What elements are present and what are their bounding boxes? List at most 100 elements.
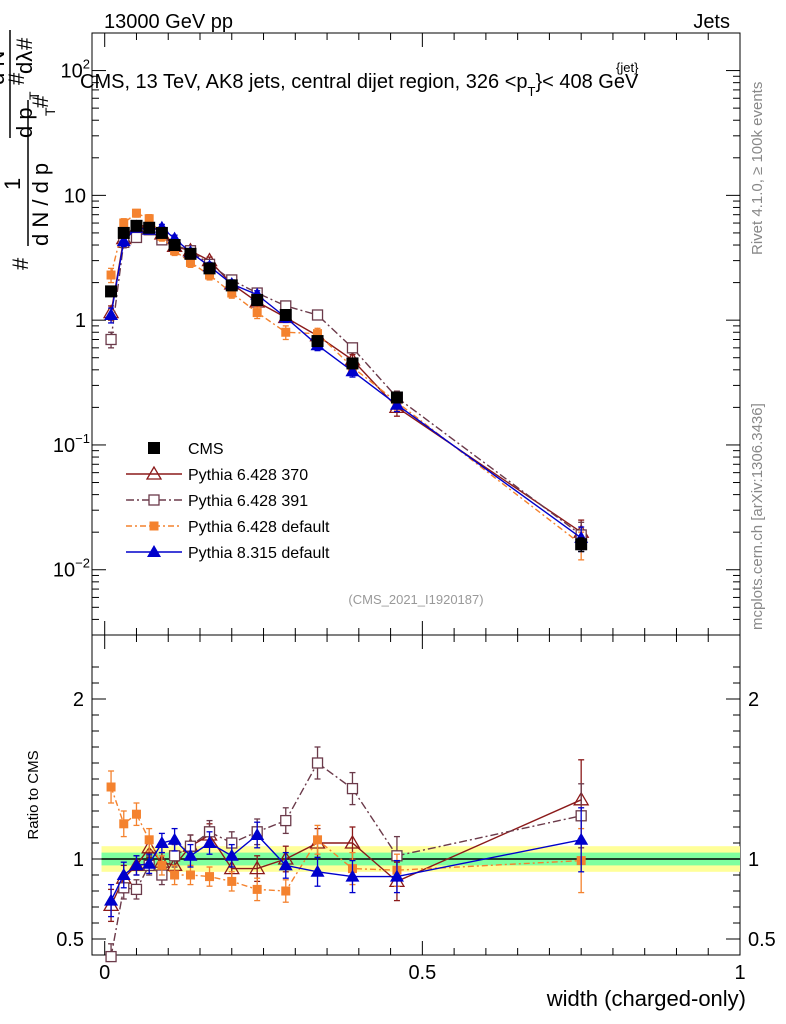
ylabel-den1-hash: #: [28, 95, 53, 108]
ratio-data-point: [157, 860, 167, 870]
main-data-point: [281, 327, 291, 337]
main-data-point: [203, 262, 216, 275]
header-left: 13000 GeV pp: [104, 11, 233, 33]
legend-marker: [148, 442, 160, 454]
main-ytick-label: 10−1: [53, 431, 90, 457]
ratio-data-point: [389, 869, 404, 882]
main-data-point: [251, 294, 264, 307]
main-series-line: [110, 227, 582, 539]
series-layer: [102, 208, 590, 963]
ratio-ytick-label-right: 0.5: [748, 929, 776, 951]
ylabel-den2-sub: T: [26, 91, 42, 100]
ratio-data-point: [249, 860, 266, 875]
main-ytick-label: 102: [61, 57, 90, 83]
main-data-point: [117, 226, 130, 239]
ratio-data-point: [224, 848, 239, 861]
ylabel-hash-left: #: [8, 257, 33, 270]
ratio-data-point: [280, 814, 292, 827]
main-data-point: [390, 391, 403, 404]
ylabel-den2: d p: [12, 107, 37, 138]
ratio-series-line: [110, 761, 582, 957]
mcplots-label: mcplots.cern.ch [arXiv:1306.3436]: [749, 403, 766, 630]
main-data-point: [155, 226, 168, 239]
ratio-data-point: [141, 839, 158, 854]
ylabel-den2-end: dλ: [12, 51, 37, 74]
legend-label: Pythia 6.428 default: [188, 519, 330, 536]
ratio-data-point: [105, 950, 117, 963]
legend-item-pythia-8-315-default: Pythia 8.315 default: [126, 545, 330, 562]
ratio-data-point: [168, 850, 181, 862]
main-data-point: [131, 208, 141, 218]
chart-title-sup: {jet}: [616, 60, 639, 75]
legend-marker: [145, 465, 163, 480]
main-data-point: [144, 214, 154, 224]
ratio-data-point: [119, 819, 129, 829]
ratio-data-point: [185, 870, 195, 880]
ratio-data-point: [345, 869, 360, 882]
ratio-data-point: [167, 832, 182, 845]
ratio-data-point: [131, 809, 141, 819]
ratio-ytick-label: 2: [73, 689, 84, 711]
ratio-ytick-label: 0.5: [56, 929, 84, 951]
chart-title-end: }< 408 GeV: [535, 71, 639, 93]
ratio-ylabel: Ratio to CMS: [25, 750, 42, 839]
ratio-xtick-label: 0: [99, 962, 110, 984]
main-ylabel: # 1 d N / d p T # # 2 d N d p T dλ #: [0, 30, 58, 270]
main-data-point: [168, 239, 181, 252]
main-data-point: [311, 335, 324, 348]
chart-title-sub: T: [528, 84, 536, 99]
rivet-label: Rivet 4.1.0, ≥ 100k events: [749, 82, 766, 255]
main-data-point: [313, 329, 323, 339]
main-data-point: [311, 309, 324, 321]
main-data-point: [106, 270, 116, 280]
ratio-series-pythia-6-428-default: [106, 770, 586, 903]
main-data-point: [185, 257, 195, 267]
ratio-data-point: [250, 828, 265, 840]
legend: CMS Pythia 6.428 370 Pythia 6.428 391 Pythi…: [126, 441, 330, 562]
main-series-pythia-6-428-370: [102, 215, 590, 549]
main-series-pythia-6-428-default: [106, 208, 586, 561]
ratio-xtick-label: 0.5: [408, 962, 436, 984]
ratio-data-point: [106, 782, 116, 792]
ratio-data-point: [142, 856, 157, 869]
ylabel-den1: d N / d p: [28, 163, 53, 246]
main-data-point: [346, 342, 359, 354]
ratio-data-point: [278, 858, 293, 871]
ratio-data-point: [252, 884, 262, 894]
ratio-ytick-label-right: 2: [748, 689, 759, 711]
ratio-data-point: [202, 836, 217, 848]
ratio-data-point: [183, 848, 198, 861]
ratio-frame: [91, 634, 741, 956]
main-data-point: [389, 397, 404, 410]
main-data-point: [143, 221, 156, 234]
legend-item-cms: CMS: [148, 441, 224, 458]
ratio-data-point: [281, 886, 291, 896]
chart-title: CMS, 13 TeV, AK8 jets, central dijet reg…: [80, 71, 639, 99]
ylabel-den1-sub: T: [42, 107, 58, 116]
ratio-ytick-label-right: 1: [748, 849, 759, 871]
ratio-data-point: [116, 868, 131, 880]
main-data-point: [575, 538, 588, 551]
legend-item-pythia-6-428-391: Pythia 6.428 391: [126, 493, 308, 510]
ratio-xtick-label: 1: [734, 962, 745, 984]
ratio-data-point: [313, 835, 323, 845]
main-data-point: [205, 270, 215, 280]
legend-label: Pythia 6.428 391: [188, 493, 308, 510]
ratio-data-point: [346, 782, 359, 795]
main-data-point: [105, 333, 117, 346]
main-series-line: [110, 212, 582, 545]
ratio-data-point: [311, 757, 324, 769]
ratio-data-point: [129, 858, 144, 871]
ratio-data-point: [170, 870, 180, 880]
main-series-cms: [105, 219, 588, 553]
ratio-data-point: [154, 836, 169, 848]
legend-label: Pythia 8.315 default: [188, 545, 330, 562]
main-data-point: [130, 219, 143, 232]
main-data-point: [105, 285, 118, 298]
ratio-data-point: [227, 876, 237, 886]
ratio-series-pythia-8-315-default: [104, 807, 589, 918]
main-data-point: [184, 247, 197, 260]
legend-marker: [147, 545, 161, 557]
legend-item-pythia-6-428-default: Pythia 6.428 default: [126, 519, 330, 536]
